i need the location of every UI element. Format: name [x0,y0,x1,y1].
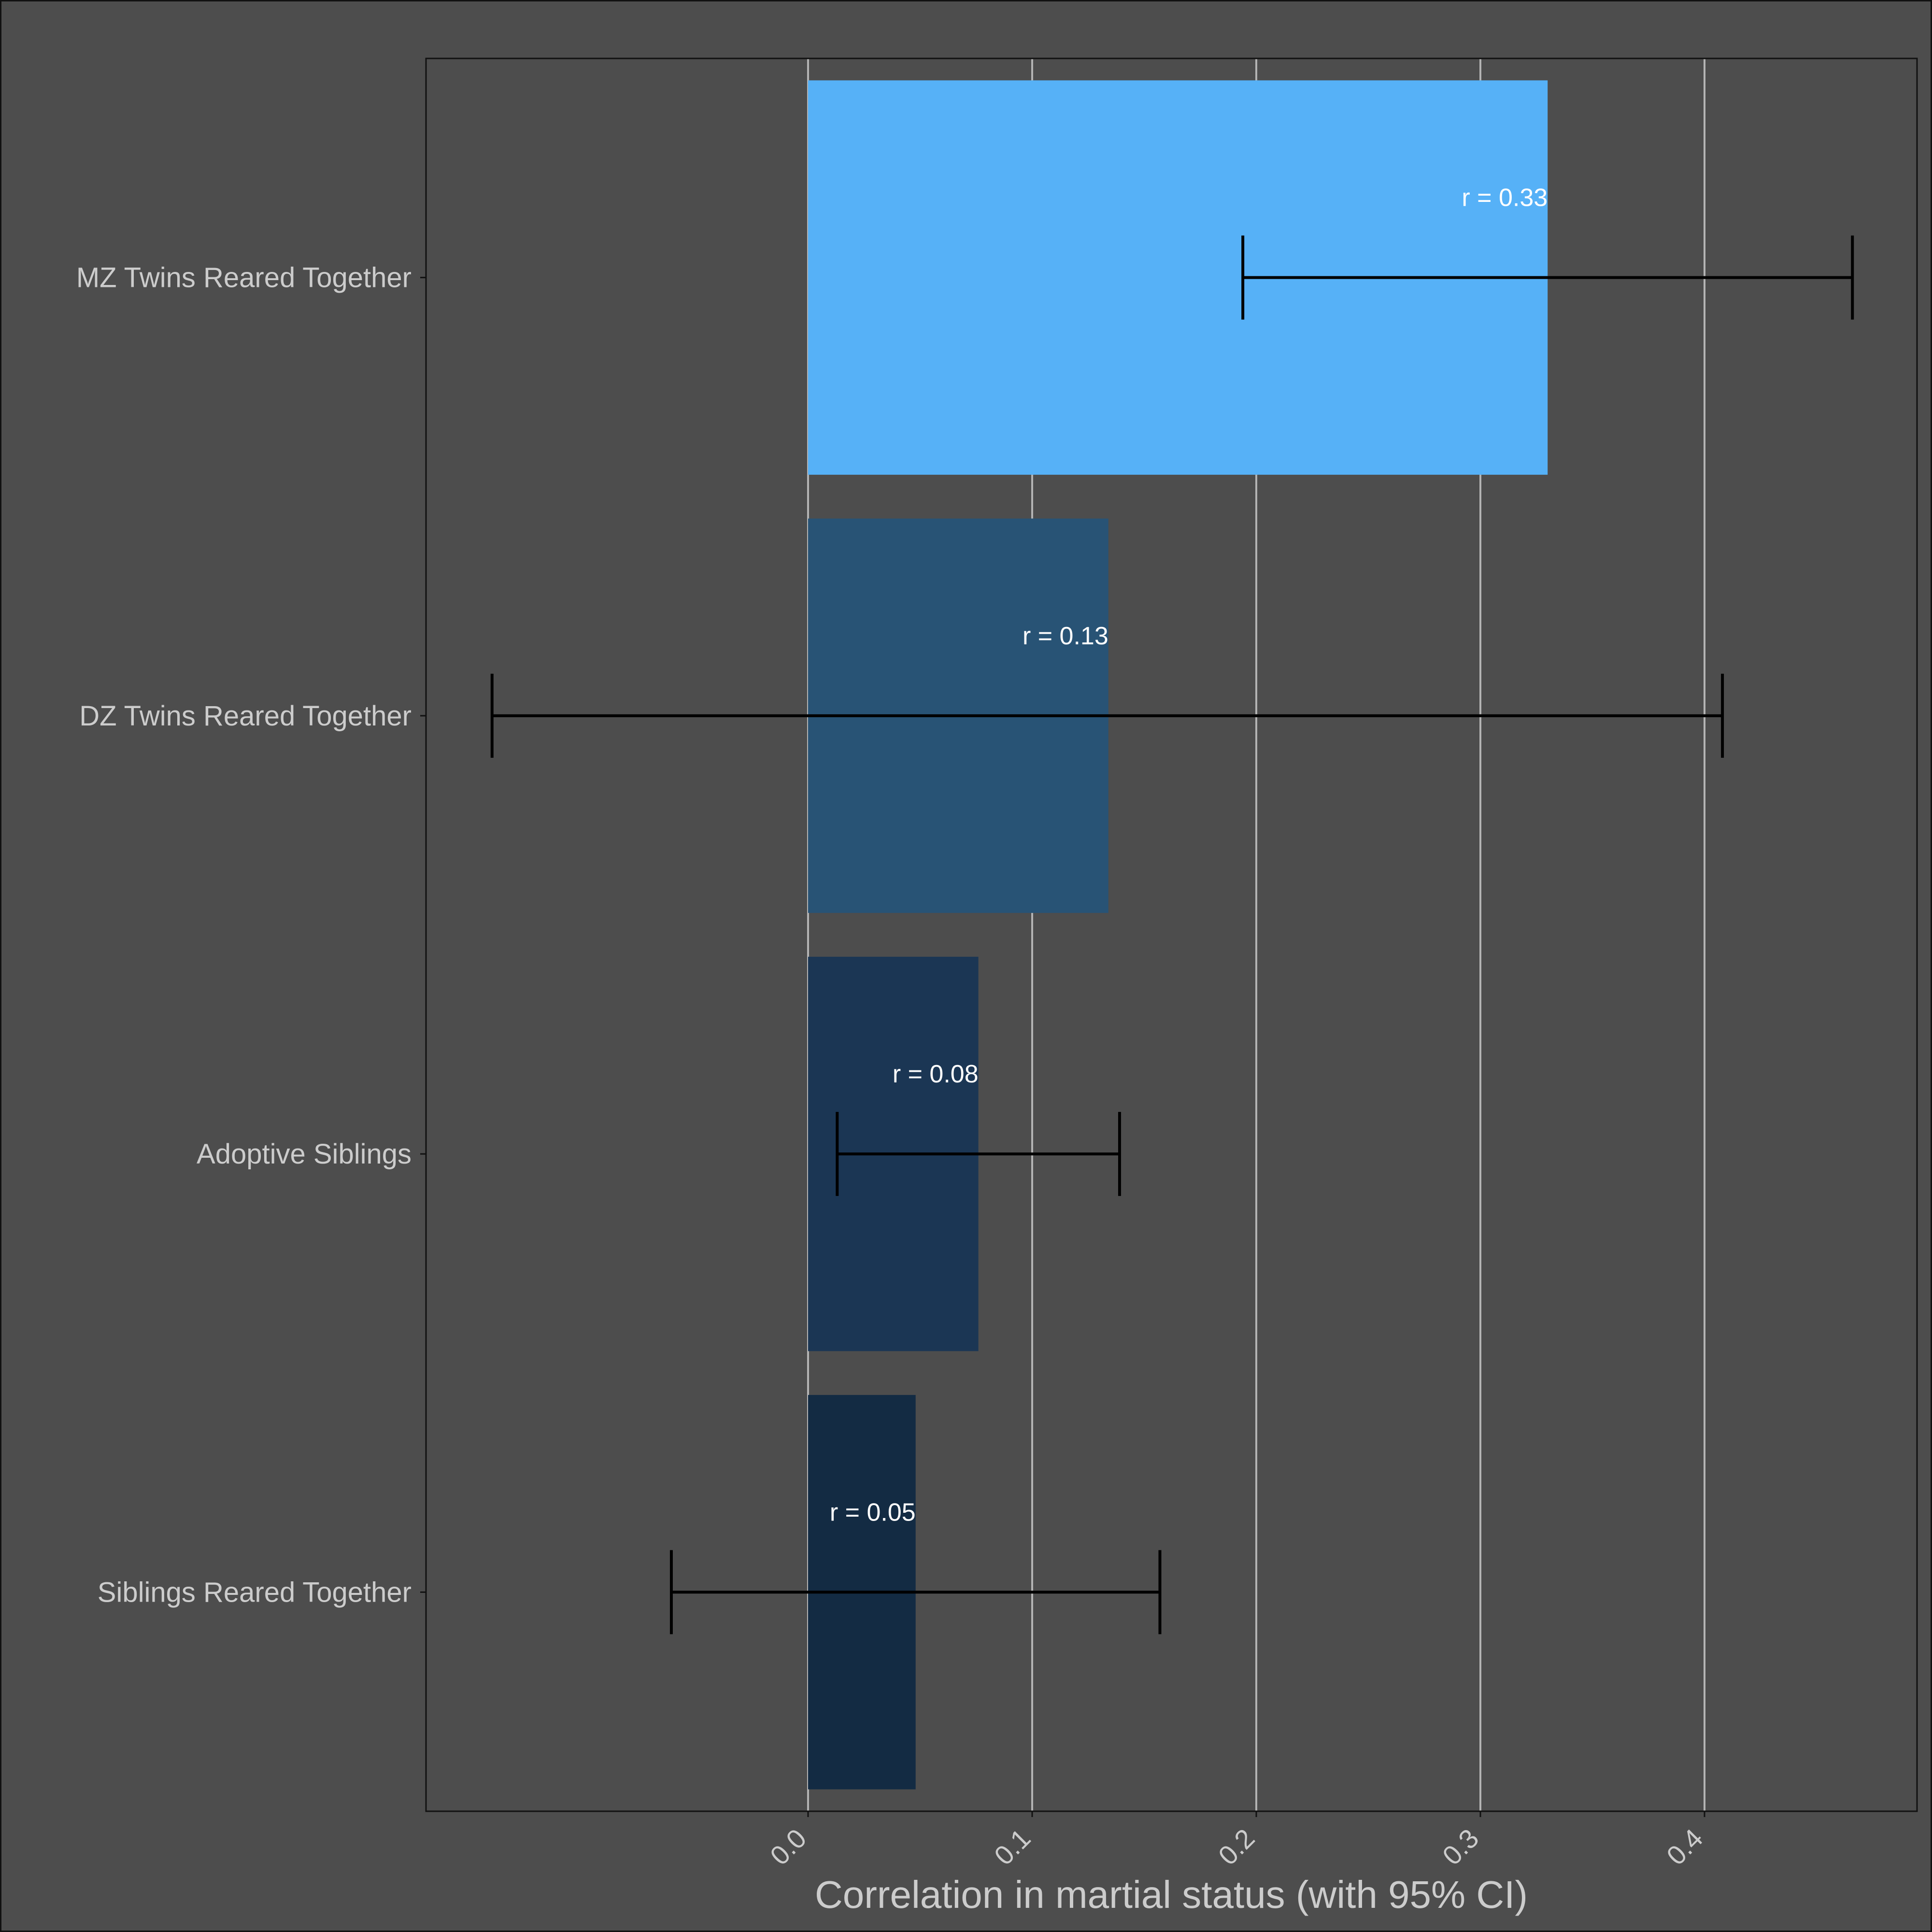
error-bar [836,1112,1121,1196]
error-bar [490,673,1724,758]
y-axis: MZ Twins Reared Together DZ Twins Reared … [76,262,426,1608]
error-bars [490,235,1854,1634]
y-tick-label: DZ Twins Reared Together [79,700,412,732]
bar-value-label: r = 0.33 [1462,184,1548,212]
bar-labels: r = 0.33 r = 0.13 r = 0.08 r = 0.05 [830,184,1548,1527]
bar-value-label: r = 0.13 [1023,622,1108,650]
bar-value-label: r = 0.05 [830,1498,916,1526]
error-bar [1241,235,1854,320]
y-tick-label: MZ Twins Reared Together [76,262,412,294]
x-axis-title: Correlation in martial status (with 95% … [815,1873,1528,1916]
plot-panel-border [425,57,1918,1812]
y-tick-label: Siblings Reared Together [98,1577,412,1608]
y-tick-label: Adoptive Siblings [197,1138,412,1170]
bar-value-label: r = 0.08 [893,1060,979,1088]
error-bar [669,1550,1162,1634]
